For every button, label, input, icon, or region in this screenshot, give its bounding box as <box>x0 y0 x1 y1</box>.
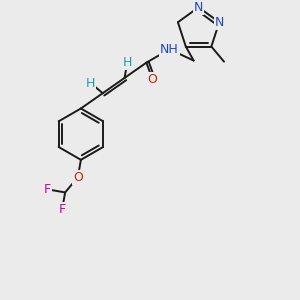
Text: O: O <box>148 73 158 86</box>
Text: NH: NH <box>160 43 179 56</box>
Text: F: F <box>44 183 51 196</box>
Text: N: N <box>194 1 203 14</box>
Text: H: H <box>86 76 95 89</box>
Text: O: O <box>73 171 83 184</box>
Text: F: F <box>58 203 66 216</box>
Text: N: N <box>214 16 224 29</box>
Text: H: H <box>123 56 132 69</box>
